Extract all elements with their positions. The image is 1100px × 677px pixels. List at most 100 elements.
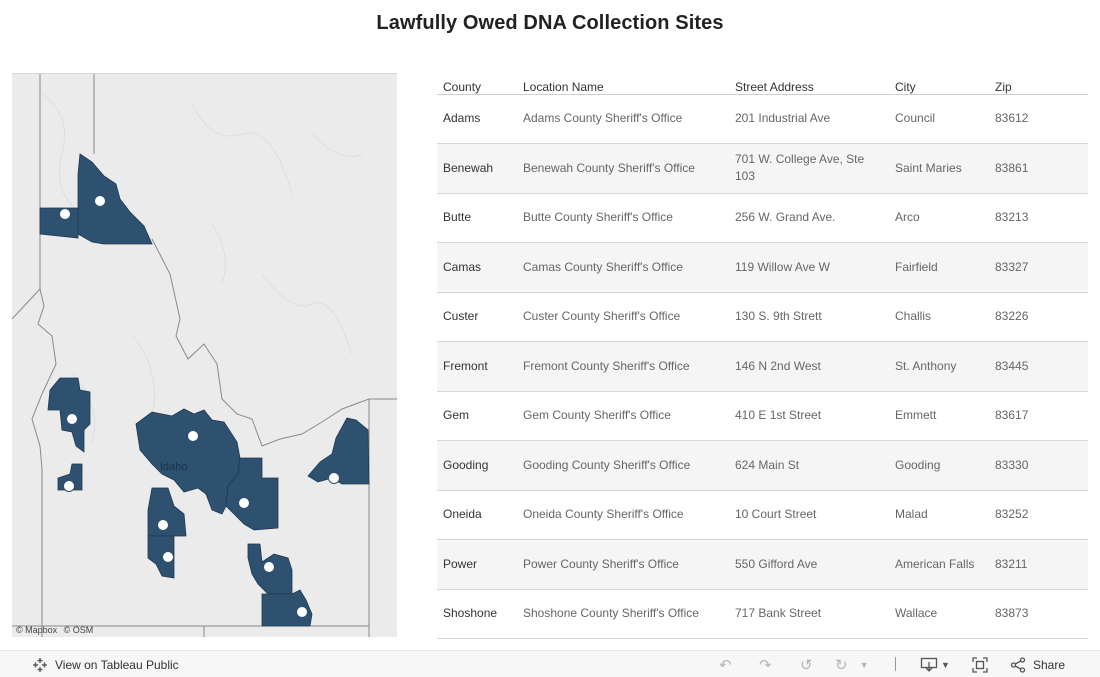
map-attribution: © Mapbox © OSM <box>16 625 97 635</box>
cell-county: Butte <box>437 193 517 243</box>
redo-button[interactable]: ↷ <box>759 651 772 677</box>
cell-city: Council <box>889 94 989 144</box>
cell-zip: 83226 <box>989 292 1088 342</box>
cell-county: Custer <box>437 292 517 342</box>
site-mark-gem[interactable] <box>63 480 75 492</box>
cell-street-address: 146 N 2nd West <box>729 341 889 392</box>
tableau-toolbar: View on Tableau Public ↶ ↷ ↺ ↻ ▼ ▼ <box>0 650 1100 677</box>
site-mark-power[interactable] <box>263 561 275 573</box>
tableau-icon <box>33 657 47 672</box>
map-state-label: Idaho <box>160 461 188 473</box>
county-shape-shoshone[interactable] <box>77 153 153 245</box>
cell-street-address: 624 Main St <box>729 440 889 491</box>
cell-location-name: Power County Sheriff's Office <box>517 539 729 590</box>
table-row[interactable]: Custer Custer County Sheriff's Office 13… <box>437 292 1088 342</box>
column-header-city[interactable]: City <box>889 74 989 95</box>
site-mark-oneida[interactable] <box>296 606 308 618</box>
cell-zip: 83445 <box>989 341 1088 392</box>
site-mark-adams[interactable] <box>66 413 78 425</box>
map-canvas[interactable]: Idaho <box>12 74 397 637</box>
cell-county: Power <box>437 539 517 590</box>
cell-street-address: 701 W. College Ave, Ste 103 <box>729 143 889 194</box>
fullscreen-button[interactable] <box>972 651 988 677</box>
cell-location-name: Fremont County Sheriff's Office <box>517 341 729 392</box>
column-header-county[interactable]: County <box>437 74 517 95</box>
cell-street-address: 550 Gifford Ave <box>729 539 889 590</box>
site-mark-gooding[interactable] <box>162 551 174 563</box>
chevron-down-icon: ▼ <box>859 659 869 670</box>
cell-zip: 83213 <box>989 193 1088 243</box>
cell-city: Malad <box>889 490 989 540</box>
cell-location-name: Shoshone County Sheriff's Office <box>517 589 729 639</box>
cell-zip: 83617 <box>989 391 1088 441</box>
county-shape-fremont[interactable] <box>307 417 370 485</box>
table-row[interactable]: Shoshone Shoshone County Sheriff's Offic… <box>437 589 1088 639</box>
table-row[interactable]: Oneida Oneida County Sheriff's Office 10… <box>437 490 1088 540</box>
fullscreen-icon <box>972 656 988 673</box>
cell-city: Challis <box>889 292 989 342</box>
refresh-button[interactable]: ↻ ▼ <box>835 651 869 677</box>
table-row[interactable]: Gooding Gooding County Sheriff's Office … <box>437 440 1088 491</box>
sites-table: County Location Name Street Address City… <box>437 74 1088 639</box>
cell-street-address: 119 Willow Ave W <box>729 242 889 293</box>
mapbox-attribution-link[interactable]: © Mapbox <box>16 625 58 635</box>
cell-location-name: Butte County Sheriff's Office <box>517 193 729 243</box>
view-on-tableau-public-link[interactable]: View on Tableau Public <box>32 651 179 677</box>
cell-location-name: Gem County Sheriff's Office <box>517 391 729 441</box>
cell-county: Fremont <box>437 341 517 392</box>
column-header-location-name[interactable]: Location Name <box>517 74 729 95</box>
chevron-down-icon: ▼ <box>941 659 950 670</box>
cell-location-name: Gooding County Sheriff's Office <box>517 440 729 491</box>
county-shape-benewah[interactable] <box>39 207 79 239</box>
county-shapes[interactable] <box>39 153 370 627</box>
cell-city: American Falls <box>889 539 989 590</box>
table-row[interactable]: Benewah Benewah County Sheriff's Office … <box>437 143 1088 194</box>
site-mark-fremont[interactable] <box>328 472 340 484</box>
cell-street-address: 201 Industrial Ave <box>729 94 889 144</box>
table-row[interactable]: Adams Adams County Sheriff's Office 201 … <box>437 94 1088 144</box>
county-shape-gooding[interactable] <box>147 535 175 579</box>
cell-zip: 83873 <box>989 589 1088 639</box>
table-row[interactable]: Butte Butte County Sheriff's Office 256 … <box>437 193 1088 243</box>
undo-button[interactable]: ↶ <box>719 651 732 677</box>
cell-zip: 83330 <box>989 440 1088 491</box>
download-icon <box>920 657 938 672</box>
share-button[interactable]: Share <box>1010 651 1065 677</box>
revert-button[interactable]: ↺ <box>800 651 813 677</box>
revert-icon: ↺ <box>800 656 813 674</box>
cell-location-name: Custer County Sheriff's Office <box>517 292 729 342</box>
cell-county: Camas <box>437 242 517 293</box>
cell-zip: 83252 <box>989 490 1088 540</box>
column-header-zip[interactable]: Zip <box>989 74 1088 95</box>
download-button[interactable]: ▼ <box>920 651 950 677</box>
site-mark-benewah[interactable] <box>59 208 71 220</box>
cell-city: Emmett <box>889 391 989 441</box>
cell-zip: 83211 <box>989 539 1088 590</box>
cell-zip: 83861 <box>989 143 1088 194</box>
cell-county: Oneida <box>437 490 517 540</box>
view-on-tableau-public-label: View on Tableau Public <box>55 657 179 672</box>
state-borders <box>12 74 397 637</box>
terrain-texture <box>41 93 363 445</box>
redo-icon: ↷ <box>759 656 772 674</box>
cell-street-address: 10 Court Street <box>729 490 889 540</box>
undo-icon: ↶ <box>719 656 732 674</box>
county-shape-butte[interactable] <box>225 457 279 531</box>
site-mark-custer[interactable] <box>187 430 199 442</box>
table-row[interactable]: Gem Gem County Sheriff's Office 410 E 1s… <box>437 391 1088 441</box>
site-mark-camas[interactable] <box>157 519 169 531</box>
osm-attribution-link[interactable]: © OSM <box>63 625 94 635</box>
cell-street-address: 256 W. Grand Ave. <box>729 193 889 243</box>
cell-city: St. Anthony <box>889 341 989 392</box>
table-row[interactable]: Power Power County Sheriff's Office 550 … <box>437 539 1088 590</box>
site-mark-shoshone[interactable] <box>94 195 106 207</box>
table-row[interactable]: Camas Camas County Sheriff's Office 119 … <box>437 242 1088 293</box>
cell-city: Wallace <box>889 589 989 639</box>
location-marks[interactable] <box>59 195 340 618</box>
cell-county: Adams <box>437 94 517 144</box>
cell-location-name: Camas County Sheriff's Office <box>517 242 729 293</box>
site-mark-butte[interactable] <box>238 497 250 509</box>
table-row[interactable]: Fremont Fremont County Sheriff's Office … <box>437 341 1088 392</box>
column-header-street-address[interactable]: Street Address <box>729 74 889 95</box>
county-map[interactable]: Idaho © Mapbox © OSM <box>12 73 397 637</box>
